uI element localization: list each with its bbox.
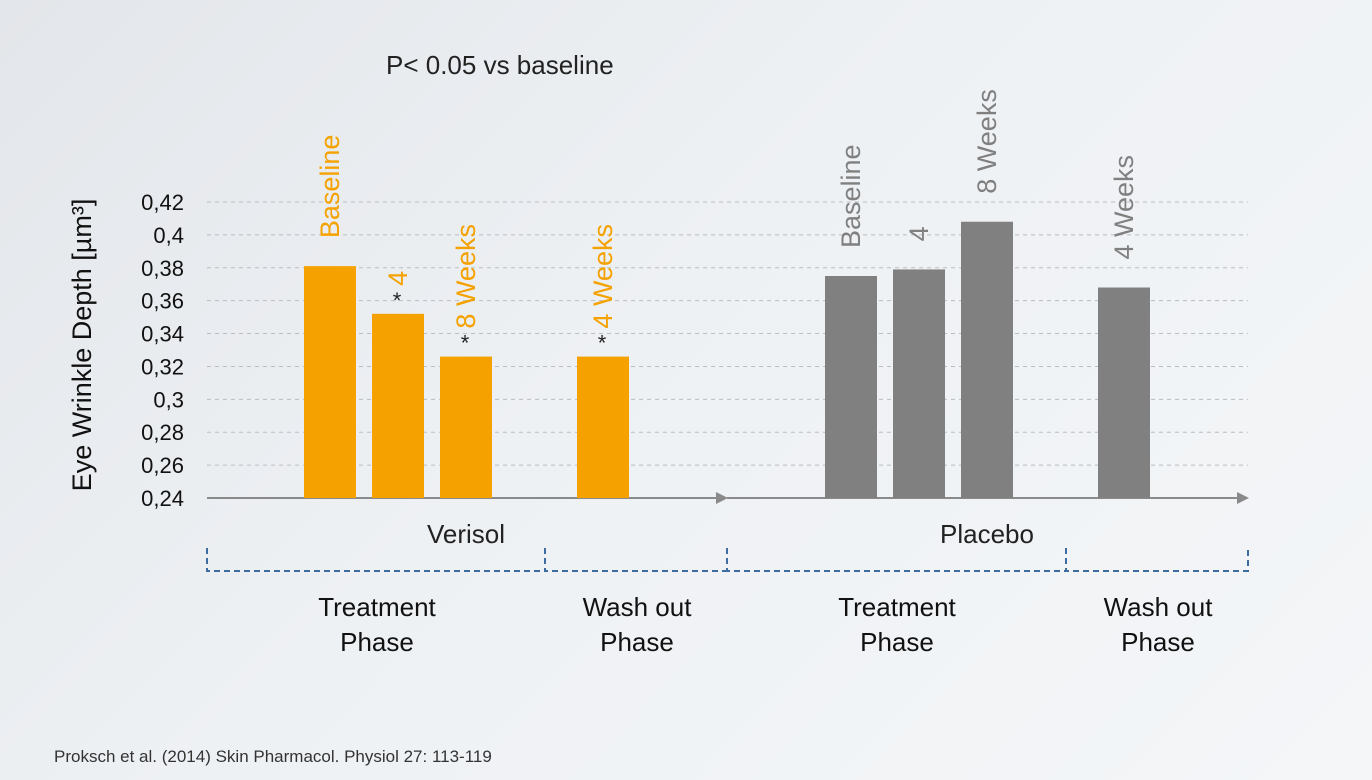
x-axis-arrowhead (1237, 492, 1249, 504)
y-tick-label: 0,26 (141, 453, 184, 478)
bar-category-label: 4 Weeks (588, 224, 618, 329)
group-label-verisol: Verisol (427, 519, 505, 549)
bar (825, 276, 877, 498)
bar (961, 221, 1013, 498)
phase-label-line1: Treatment (838, 592, 956, 622)
y-tick-label: 0,42 (141, 190, 184, 215)
bar-category-label: 8 Weeks (451, 224, 481, 329)
phase-bracket-line (206, 548, 1249, 572)
y-tick-labels: 0,24 0,26 0,28 0,3 0,32 0,34 0,36 0,38 0,4 0,42 (141, 190, 184, 511)
bar-labels: Baseline 4 8 Weeks 4 Weeks Baseline 4 8 Weeks 4… (315, 89, 1139, 328)
y-tick-label: 0,36 (141, 289, 184, 314)
bar (577, 356, 629, 498)
group-label-placebo: Placebo (940, 519, 1034, 549)
y-tick-label: 0,38 (141, 256, 184, 281)
bar (304, 266, 356, 498)
bar (372, 313, 424, 498)
phase-label-line2: Phase (1121, 627, 1195, 657)
y-axis-label: Eye Wrinkle Depth [µm³] (67, 199, 97, 492)
significance-star: * (598, 331, 607, 356)
x-axis-arrowhead (716, 492, 728, 504)
y-tick-label: 0,3 (153, 387, 184, 412)
y-tick-label: 0,4 (153, 223, 184, 248)
y-tick-label: 0,34 (141, 322, 184, 347)
gridlines (207, 201, 1248, 466)
phase-label-line1: Wash out (1104, 592, 1214, 622)
phase-label-line1: Treatment (318, 592, 436, 622)
bar-category-label: 8 Weeks (972, 89, 1002, 194)
y-tick-label: 0,24 (141, 486, 184, 511)
phase-brackets (206, 548, 1249, 572)
x-axes (207, 492, 1249, 504)
phase-label-line2: Phase (860, 627, 934, 657)
significance-markers: * * * (393, 288, 607, 356)
bar (440, 356, 492, 498)
bar-category-label: Baseline (836, 144, 866, 248)
significance-star: * (393, 288, 402, 313)
bar-category-label: 4 Weeks (1109, 155, 1139, 260)
bar-category-label: 4 (904, 226, 934, 241)
y-tick-label: 0,28 (141, 420, 184, 445)
y-tick-label: 0,32 (141, 354, 184, 379)
significance-star: * (461, 331, 470, 356)
significance-annotation: P< 0.05 vs baseline (386, 50, 614, 80)
phase-label-line1: Wash out (583, 592, 693, 622)
bar (893, 269, 945, 498)
bar-category-label: Baseline (315, 135, 345, 239)
phase-label-line2: Phase (600, 627, 674, 657)
phase-label-line2: Phase (340, 627, 414, 657)
bar (1098, 287, 1150, 498)
bars (304, 221, 1150, 498)
bar-category-label: 4 (383, 271, 413, 286)
citation: Proksch et al. (2014) Skin Pharmacol. Ph… (54, 747, 492, 766)
